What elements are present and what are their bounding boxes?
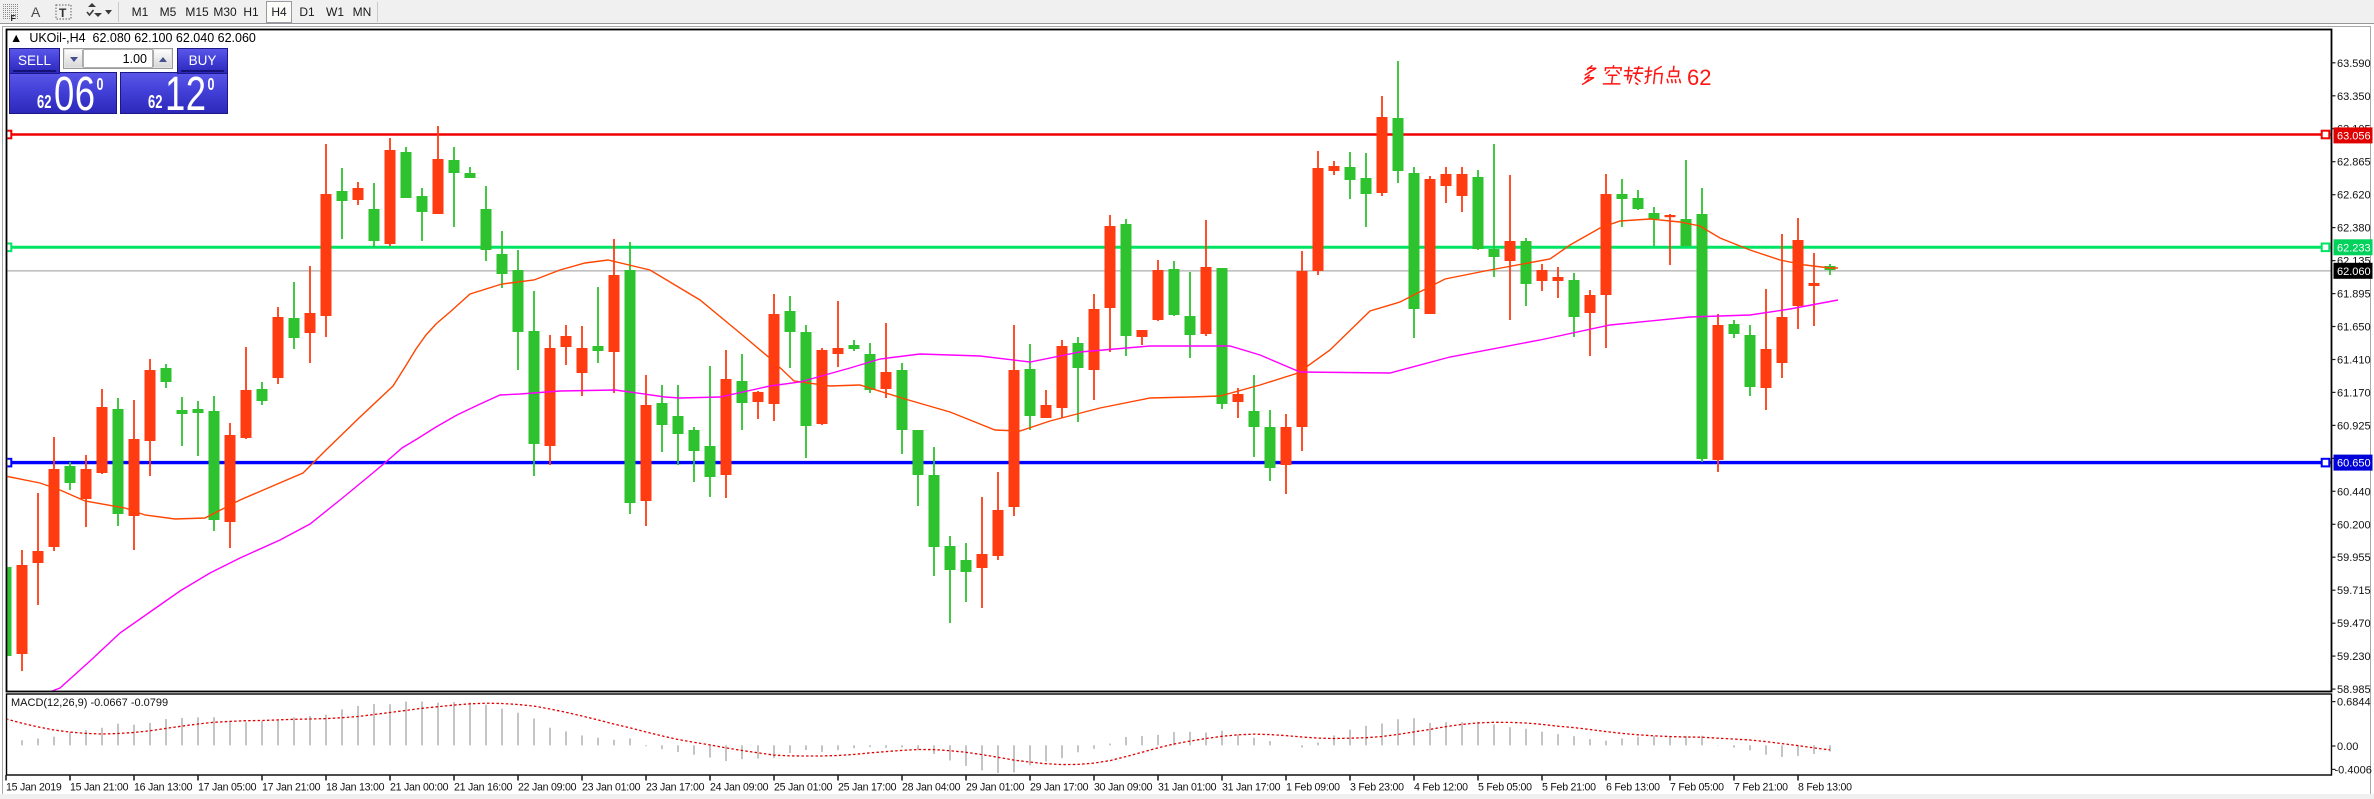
svg-text:5 Feb 05:00: 5 Feb 05:00 bbox=[1478, 782, 1532, 794]
svg-text:60.440: 60.440 bbox=[2337, 486, 2371, 498]
svg-text:18 Jan 13:00: 18 Jan 13:00 bbox=[326, 782, 385, 794]
svg-text:30 Jan 09:00: 30 Jan 09:00 bbox=[1094, 782, 1153, 794]
svg-text:1 Feb 09:00: 1 Feb 09:00 bbox=[1286, 782, 1340, 794]
svg-text:61.650: 61.650 bbox=[2337, 322, 2371, 334]
svg-text:06: 06 bbox=[54, 67, 96, 121]
svg-text:0.6844: 0.6844 bbox=[2337, 697, 2371, 709]
svg-text:3 Feb 23:00: 3 Feb 23:00 bbox=[1350, 782, 1404, 794]
svg-text:21 Jan 16:00: 21 Jan 16:00 bbox=[454, 782, 513, 794]
svg-text:61.895: 61.895 bbox=[2337, 289, 2371, 301]
svg-text:7 Feb 21:00: 7 Feb 21:00 bbox=[1734, 782, 1788, 794]
svg-text:16 Jan 13:00: 16 Jan 13:00 bbox=[134, 782, 193, 794]
svg-text:61.410: 61.410 bbox=[2337, 355, 2371, 367]
svg-text:-0.4006: -0.4006 bbox=[2335, 764, 2372, 776]
svg-text:60.925: 60.925 bbox=[2337, 420, 2371, 432]
svg-text:59.955: 59.955 bbox=[2337, 552, 2371, 564]
svg-text:17 Jan 21:00: 17 Jan 21:00 bbox=[262, 782, 321, 794]
svg-text:0: 0 bbox=[208, 75, 215, 95]
svg-text:60.200: 60.200 bbox=[2337, 519, 2371, 531]
svg-text:59.715: 59.715 bbox=[2337, 585, 2371, 597]
svg-text:MACD(12,26,9) -0.0667 -0.0799: MACD(12,26,9) -0.0667 -0.0799 bbox=[11, 697, 168, 709]
svg-text:62.380: 62.380 bbox=[2337, 223, 2371, 235]
svg-text:T: T bbox=[59, 6, 67, 20]
svg-text:A: A bbox=[31, 4, 41, 20]
svg-text:23 Jan 01:00: 23 Jan 01:00 bbox=[582, 782, 641, 794]
svg-text:0.00: 0.00 bbox=[2337, 741, 2358, 753]
svg-text:62.620: 62.620 bbox=[2337, 190, 2371, 202]
svg-text:61.170: 61.170 bbox=[2337, 387, 2371, 399]
svg-text:62: 62 bbox=[148, 92, 162, 113]
svg-text:25 Jan 01:00: 25 Jan 01:00 bbox=[774, 782, 833, 794]
svg-text:62: 62 bbox=[37, 92, 51, 113]
svg-text:59.230: 59.230 bbox=[2337, 651, 2371, 663]
svg-text:31 Jan 17:00: 31 Jan 17:00 bbox=[1222, 782, 1281, 794]
svg-text:63.350: 63.350 bbox=[2337, 91, 2371, 103]
svg-text:31 Jan 01:00: 31 Jan 01:00 bbox=[1158, 782, 1217, 794]
svg-text:60.650: 60.650 bbox=[2337, 458, 2371, 470]
svg-text:62.060: 62.060 bbox=[2337, 266, 2371, 278]
svg-text:29 Jan 01:00: 29 Jan 01:00 bbox=[966, 782, 1025, 794]
svg-text:21 Jan 00:00: 21 Jan 00:00 bbox=[390, 782, 449, 794]
svg-text:17 Jan 05:00: 17 Jan 05:00 bbox=[198, 782, 257, 794]
svg-text:4 Feb 12:00: 4 Feb 12:00 bbox=[1414, 782, 1468, 794]
svg-text:12: 12 bbox=[165, 67, 207, 121]
svg-text:62.233: 62.233 bbox=[2337, 242, 2371, 254]
svg-text:6 Feb 13:00: 6 Feb 13:00 bbox=[1606, 782, 1660, 794]
svg-text:7 Feb 05:00: 7 Feb 05:00 bbox=[1670, 782, 1724, 794]
svg-text:8 Feb 13:00: 8 Feb 13:00 bbox=[1798, 782, 1852, 794]
svg-text:59.470: 59.470 bbox=[2337, 618, 2371, 630]
svg-text:62: 62 bbox=[1687, 65, 1711, 90]
svg-text:F: F bbox=[11, 13, 16, 23]
svg-text:22 Jan 09:00: 22 Jan 09:00 bbox=[518, 782, 577, 794]
svg-text:29 Jan 17:00: 29 Jan 17:00 bbox=[1030, 782, 1089, 794]
svg-text:62.865: 62.865 bbox=[2337, 157, 2371, 169]
svg-text:63.056: 63.056 bbox=[2337, 130, 2371, 142]
svg-text:25 Jan 17:00: 25 Jan 17:00 bbox=[838, 782, 897, 794]
svg-text:24 Jan 09:00: 24 Jan 09:00 bbox=[710, 782, 769, 794]
svg-text:63.590: 63.590 bbox=[2337, 58, 2371, 70]
svg-text:15 Jan 21:00: 15 Jan 21:00 bbox=[70, 782, 129, 794]
svg-text:58.985: 58.985 bbox=[2337, 684, 2371, 696]
svg-text:28 Jan 04:00: 28 Jan 04:00 bbox=[902, 782, 961, 794]
svg-text:0: 0 bbox=[97, 75, 104, 95]
svg-text:15 Jan 2019: 15 Jan 2019 bbox=[6, 782, 62, 794]
svg-text:23 Jan 17:00: 23 Jan 17:00 bbox=[646, 782, 705, 794]
svg-text:5 Feb 21:00: 5 Feb 21:00 bbox=[1542, 782, 1596, 794]
